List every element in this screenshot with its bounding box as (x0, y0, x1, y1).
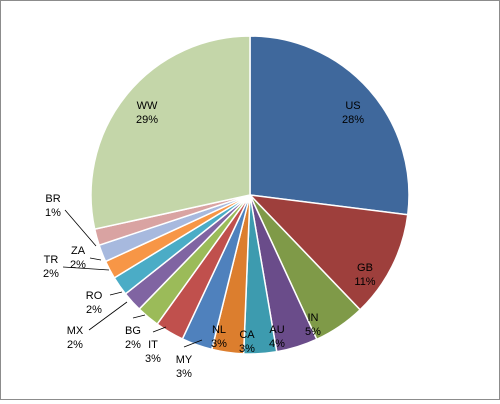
pie-slice-gb (247, 193, 409, 311)
slice-percent-it: 3% (145, 353, 161, 365)
slice-label-ro: RO (86, 290, 103, 302)
slice-label-br: BR (45, 193, 60, 205)
pie-slices (90, 35, 410, 355)
leader-line-tr (62, 266, 110, 271)
leader-line-mx (88, 301, 128, 331)
pie-slice-ww (90, 35, 251, 231)
slice-label-ww: WW (137, 100, 158, 112)
slice-label-gb: GB (357, 262, 373, 274)
slice-percent-au: 4% (269, 338, 285, 350)
slice-percent-gb: 11% (354, 276, 375, 288)
leader-line-za (89, 257, 102, 261)
slice-labels: US28%GB11%IN5%AU4%CA3%NL3%MY3%IT3%BG2%MX… (43, 100, 376, 380)
slice-label-au: AU (269, 324, 284, 336)
slice-label-mx: MX (67, 325, 84, 337)
leader-line-it (152, 326, 167, 333)
leader-lines (62, 209, 203, 348)
slice-percent-in: 5% (305, 326, 321, 338)
leader-line-br (64, 209, 97, 247)
slice-percent-my: 3% (176, 368, 192, 380)
slice-label-bg: BG (125, 325, 141, 337)
slice-percent-bg: 2% (125, 339, 141, 351)
leader-line-ro (109, 291, 123, 296)
slice-percent-mx: 2% (67, 339, 83, 351)
slice-label-nl: NL (212, 324, 226, 336)
slice-percent-ca: 3% (239, 343, 255, 355)
slice-label-my: MY (176, 354, 193, 366)
slice-label-za: ZA (71, 245, 86, 257)
slice-percent-ro: 2% (86, 304, 102, 316)
slice-percent-us: 28% (342, 114, 364, 126)
slice-percent-tr: 2% (43, 268, 59, 280)
slice-percent-nl: 3% (211, 338, 227, 350)
slice-label-in: IN (308, 312, 319, 324)
pie-slice-us (249, 35, 410, 216)
leader-line-bg (132, 314, 146, 319)
slice-percent-za: 2% (70, 259, 86, 271)
slice-label-us: US (345, 100, 360, 112)
leader-line-my (183, 339, 203, 348)
slice-label-ca: CA (239, 329, 255, 341)
slice-label-tr: TR (44, 254, 59, 266)
slice-percent-br: 1% (45, 207, 61, 219)
slice-percent-ww: 29% (136, 114, 158, 126)
slice-label-it: IT (148, 339, 158, 351)
